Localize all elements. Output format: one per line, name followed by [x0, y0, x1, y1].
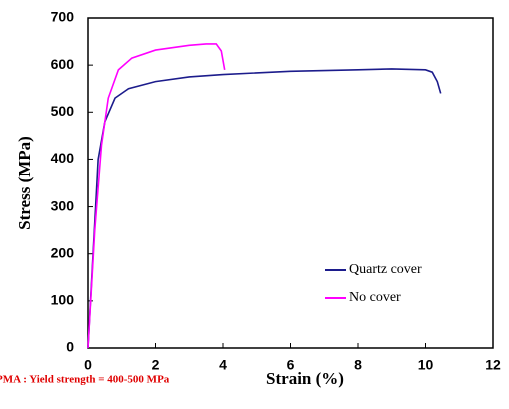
- y-tick-label: 500: [51, 103, 75, 119]
- x-tick-label: 6: [287, 357, 295, 373]
- x-tick-label: 8: [354, 357, 362, 373]
- y-tick-label: 300: [51, 197, 75, 213]
- y-tick-label: 400: [51, 150, 75, 166]
- x-tick-label: 10: [418, 357, 434, 373]
- plot-frame: [87, 17, 494, 349]
- line: [87, 43, 226, 349]
- y-tick-label: 200: [51, 244, 75, 260]
- legend-label: Quartz cover: [349, 262, 422, 277]
- annotation: PMA : Yield strength = 400-500 MPa: [0, 374, 170, 386]
- y-tick-label: 0: [66, 339, 74, 355]
- line: [87, 68, 442, 349]
- x-tick-label: 12: [485, 357, 501, 373]
- y-tick-label: 600: [51, 56, 75, 72]
- y-axis-label: Stress (MPa): [15, 136, 34, 230]
- y-tick-label: 100: [51, 292, 75, 308]
- x-tick-label: 0: [84, 357, 92, 373]
- x-tick-label: 2: [152, 357, 160, 373]
- x-tick-label: 4: [219, 357, 227, 373]
- x-axis-label: Strain (%): [266, 369, 344, 388]
- legend-label: No cover: [349, 290, 401, 305]
- y-tick-label: 700: [51, 9, 75, 25]
